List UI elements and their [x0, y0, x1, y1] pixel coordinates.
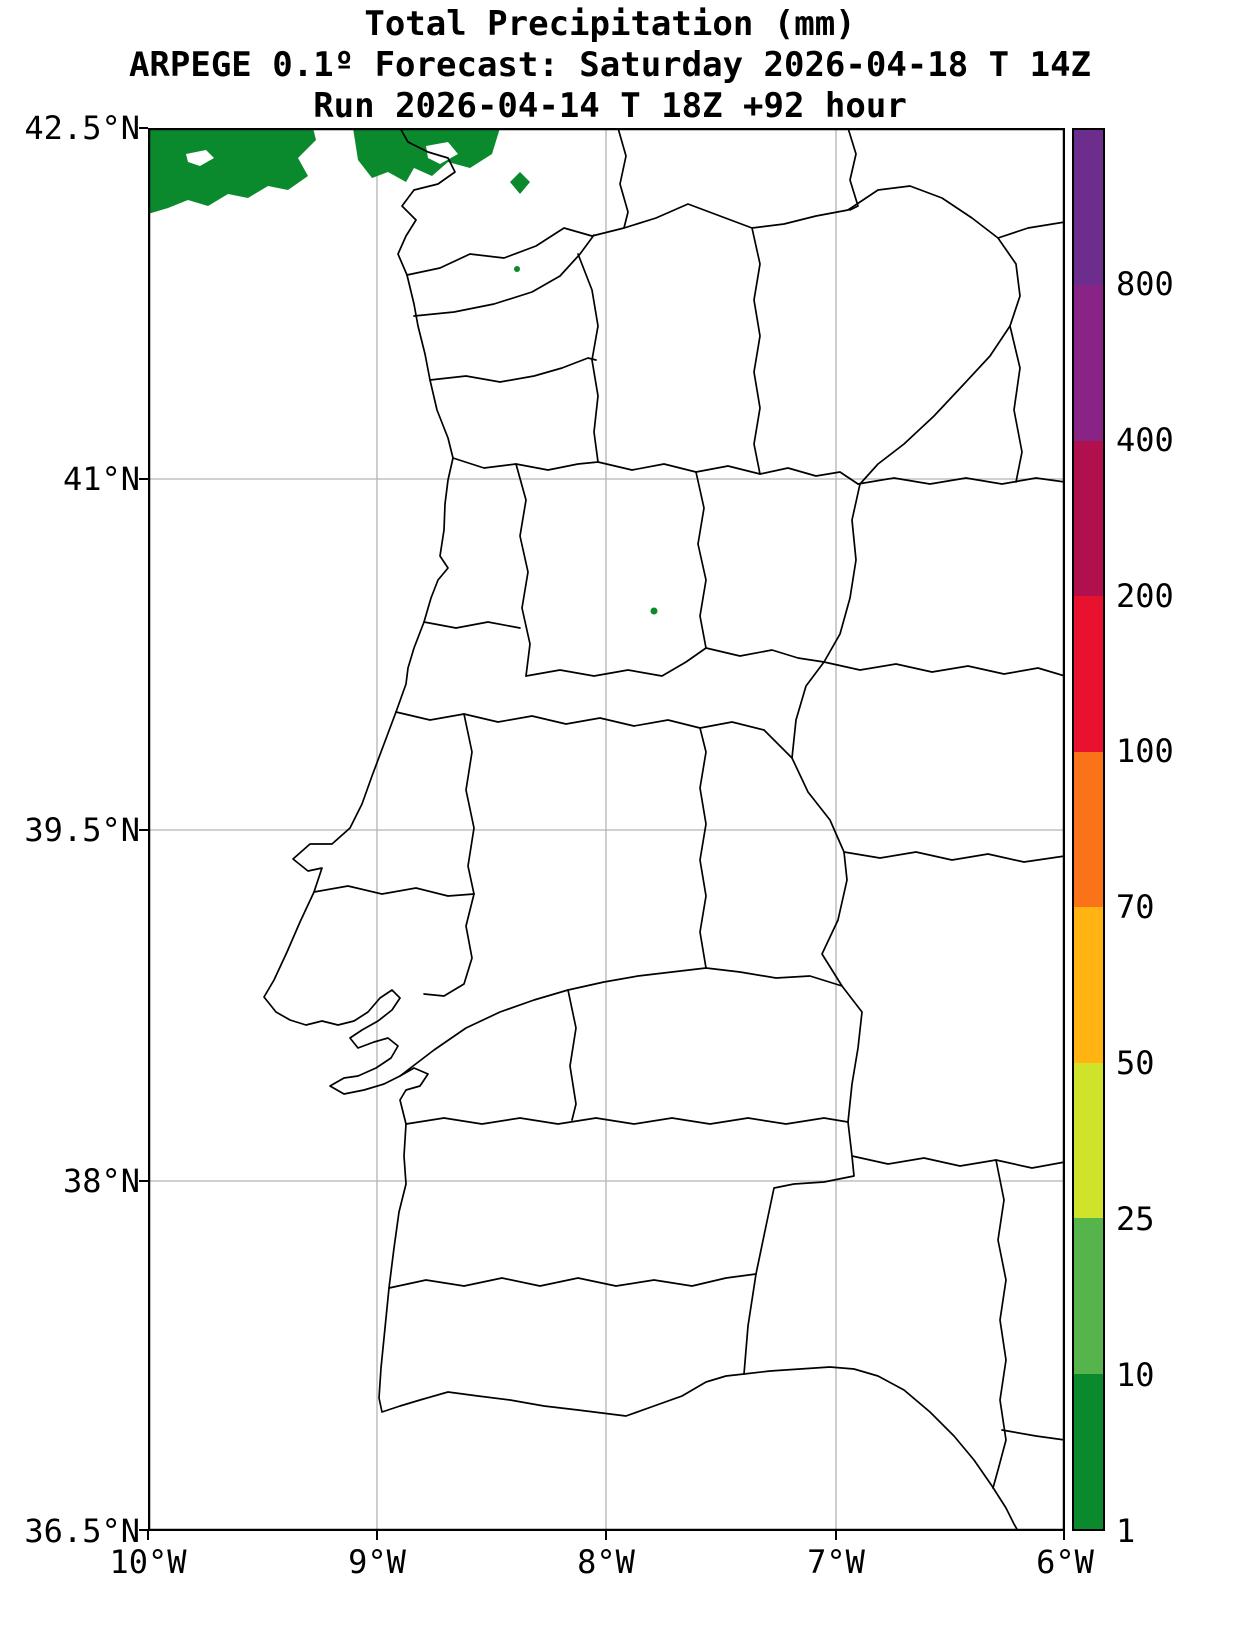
colorbar-segment-70-100	[1074, 751, 1103, 908]
x-tick-mark	[147, 1531, 149, 1540]
district-boundary-line	[399, 967, 843, 1077]
district-boundary-line	[567, 989, 577, 1121]
colorbar-label: 50	[1116, 1044, 1155, 1082]
x-tick-mark	[835, 1531, 837, 1540]
district-boundary-line	[395, 711, 793, 759]
y-tick-mark	[139, 1180, 148, 1182]
district-boundary-line	[405, 1117, 849, 1125]
colorbar-label: 25	[1116, 1200, 1155, 1238]
district-boundary-line	[695, 471, 707, 649]
colorbar-segment-200-400	[1074, 440, 1103, 597]
title-line-run: Run 2026-04-14 T 18Z +92 hour	[313, 86, 907, 126]
district-boundary-line	[463, 713, 475, 895]
y-tick-mark	[139, 478, 148, 480]
colorbar-label: 100	[1116, 732, 1174, 770]
map-area	[147, 127, 1066, 1532]
precip-dot-small-2	[650, 607, 658, 615]
province-boundary-line	[857, 477, 1066, 485]
precip-patch-top-strip	[353, 128, 500, 182]
province-boundary-line	[847, 127, 859, 211]
district-boundary-line	[423, 621, 521, 629]
colorbar-segment-1-10	[1074, 1373, 1103, 1529]
province-boundary-line	[617, 127, 629, 229]
colorbar-segment-50-70	[1074, 907, 1103, 1063]
x-tick-mark	[605, 1531, 607, 1540]
district-boundary-line	[423, 893, 475, 997]
province-boundary-line	[823, 661, 1066, 677]
y-tick-label: 38°N	[62, 1162, 140, 1200]
precip-gap-hole	[186, 150, 214, 166]
x-tick-label: 10°W	[109, 1543, 187, 1581]
x-tick-label: 9°W	[348, 1543, 406, 1581]
x-tick-mark	[1063, 1531, 1065, 1540]
province-boundary-line	[1009, 325, 1023, 483]
coastline-path	[263, 127, 1019, 1532]
colorbar-segment-800plus	[1074, 130, 1103, 286]
title-line-precipitation: Total Precipitation (mm)	[364, 4, 856, 44]
y-tick-mark	[139, 1529, 148, 1531]
admin-boundaries	[263, 127, 1066, 1532]
colorbar	[1072, 128, 1105, 1531]
x-tick-label: 6°W	[1036, 1543, 1094, 1581]
map-svg	[147, 127, 1066, 1532]
y-tick-mark	[139, 829, 148, 831]
y-tick-label: 36.5°N	[24, 1512, 140, 1550]
colorbar-label: 800	[1116, 265, 1174, 303]
gridlines	[148, 128, 1065, 1531]
precip-patch-nw-corner	[148, 128, 316, 214]
province-boundary-line	[843, 851, 1066, 863]
y-tick-label: 41°N	[62, 460, 140, 498]
colorbar-label: 1	[1116, 1512, 1136, 1550]
figure-title-block: Total Precipitation (mm) ARPEGE 0.1º For…	[80, 4, 1140, 127]
colorbar-segment-25-50	[1074, 1062, 1103, 1219]
district-boundary-line	[429, 357, 597, 383]
district-boundary-line	[388, 1273, 757, 1289]
colorbar-segment-400-800	[1074, 285, 1103, 441]
district-boundary-line	[452, 457, 859, 485]
y-tick-label: 42.5°N	[24, 109, 140, 147]
x-tick-label: 8°W	[577, 1543, 635, 1581]
colorbar-label: 400	[1116, 421, 1174, 459]
district-boundary-line	[515, 463, 531, 677]
district-boundary-line	[313, 885, 475, 897]
province-boundary-line	[997, 221, 1066, 239]
province-boundary-line	[992, 1159, 1007, 1489]
title-line-forecast: ARPEGE 0.1º Forecast: Saturday 2026-04-1…	[128, 45, 1092, 85]
colorbar-segment-100-200	[1074, 596, 1103, 752]
district-boundary-line	[577, 253, 599, 463]
district-boundary-line	[699, 727, 707, 969]
colorbar-labels: 800 400 200 100 70 50 25 10 1	[1116, 128, 1246, 1550]
map-frame	[147, 127, 1066, 1532]
precipitation-patches	[148, 128, 658, 615]
district-boundary-line	[413, 234, 595, 317]
province-boundary-line	[851, 1155, 1066, 1169]
y-tick-mark	[139, 127, 148, 129]
colorbar-label: 10	[1116, 1356, 1155, 1394]
province-boundary-line	[1001, 1429, 1066, 1441]
precip-dot-small	[514, 266, 520, 272]
district-boundary-line	[525, 647, 825, 677]
x-tick-mark	[376, 1531, 378, 1540]
colorbar-label: 70	[1116, 888, 1155, 926]
x-tick-label: 7°W	[807, 1543, 865, 1581]
portugal-spain-border-path	[406, 185, 1021, 1375]
colorbar-label: 200	[1116, 577, 1174, 615]
y-tick-label: 39.5°N	[24, 811, 140, 849]
precip-gap-hole-2	[426, 142, 458, 164]
district-boundary-line	[751, 227, 761, 475]
precip-patch-diamond	[510, 172, 530, 194]
colorbar-segment-10-25	[1074, 1218, 1103, 1374]
